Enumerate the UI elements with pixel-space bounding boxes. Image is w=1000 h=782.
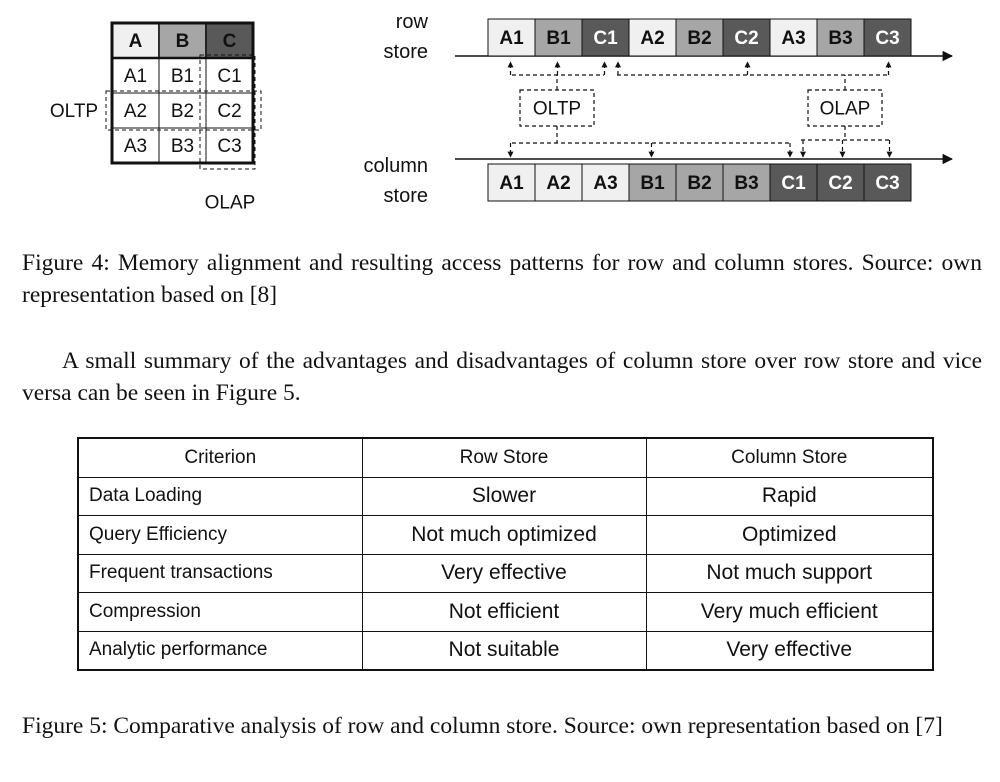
matrix-cell-label: B3 <box>171 136 194 157</box>
cell-column-store: Very effective <box>645 630 934 671</box>
cell-column-store: Optimized <box>645 515 934 555</box>
cell-criterion: Compression <box>77 592 363 632</box>
cell-row-store: Slower <box>361 476 647 516</box>
column-store-cell-label: C1 <box>781 173 806 194</box>
matrix-outer-border <box>110 21 255 165</box>
column-store-cell-label: C3 <box>875 173 899 194</box>
row-store-label-line2: store <box>384 41 428 63</box>
oltp-box-label: OLTP <box>533 99 581 120</box>
row-store-cell <box>816 18 865 57</box>
row-store-cell-label: A1 <box>499 28 524 49</box>
matrix-cell-label: B1 <box>171 66 194 87</box>
access-connectors: OLTP OLAP <box>507 61 893 158</box>
column-store-cell-label: A1 <box>499 173 524 194</box>
olap-box-label: OLAP <box>820 99 871 120</box>
row-store-cell-label: B2 <box>687 28 711 49</box>
matrix-header-label: B <box>176 31 190 52</box>
matrix-cell-label: C3 <box>217 136 241 157</box>
cell-row-store: Not efficient <box>361 592 647 632</box>
olap-column-connector <box>801 126 891 141</box>
matrix-cell-label: A1 <box>124 66 147 87</box>
cell-row-store: Not suitable <box>361 630 647 671</box>
diagram-labels: row store column store <box>364 11 429 207</box>
cell-criterion: Analytic performance <box>77 630 363 671</box>
summary-paragraph-text: A small summary of the advantages and di… <box>22 348 982 406</box>
table-row: Analytic performance Not suitable Very e… <box>77 630 934 671</box>
row-store-cell-label: C1 <box>593 28 618 49</box>
matrix-cell-label: C1 <box>217 66 241 87</box>
matrix-header-label: C <box>223 31 237 52</box>
row-store-cell <box>675 18 724 57</box>
row-store-cell <box>487 18 536 57</box>
cell-criterion: Frequent transactions <box>77 553 363 593</box>
matrix-cell-label: A2 <box>124 101 147 122</box>
header-row-store: Row Store <box>361 437 647 478</box>
row-store-cell <box>863 18 912 57</box>
store-layouts: A1 B1 C1 A2 B2 C2 A3 B3 C3 A1 A2 A3 B1 B2 B3 C1 C2 C3 <box>455 18 954 202</box>
row-store-cell-label: A3 <box>781 28 805 49</box>
cell-row-store: Very effective <box>361 553 647 593</box>
row-store-cell-label: C2 <box>734 28 758 49</box>
comparison-table: Criterion Row Store Column Store Data Lo… <box>77 437 934 671</box>
cell-column-store: Not much support <box>645 553 934 593</box>
row-store-cell-label: C3 <box>875 28 899 49</box>
oltp-row-connector <box>512 74 604 90</box>
figure-5-caption: Figure 5: Comparative analysis of row an… <box>22 713 943 739</box>
cell-criterion: Query Efficiency <box>77 515 363 555</box>
matrix-header-label: A <box>129 31 143 52</box>
figure-4-caption: Figure 4: Memory alignment and resulting… <box>22 250 982 308</box>
row-store-cell-label: A2 <box>640 28 664 49</box>
table-header-row: Criterion Row Store Column Store <box>77 437 934 478</box>
column-store-cell-label: C2 <box>828 173 852 194</box>
cell-criterion: Data Loading <box>77 476 363 516</box>
matrix-cell-label: B2 <box>171 101 194 122</box>
column-store-cell <box>769 163 818 202</box>
matrix-cell <box>158 92 207 129</box>
table-row: Compression Not efficient Very much effi… <box>77 592 934 632</box>
matrix-cell <box>111 127 160 164</box>
column-store-cell <box>487 163 536 202</box>
matrix-cell <box>205 127 254 164</box>
row-store-cell-label: B3 <box>828 28 852 49</box>
column-store-label-line1: column <box>364 155 428 177</box>
row-store-cell <box>769 18 818 57</box>
matrix-cell <box>205 57 254 94</box>
column-store-cell-label: B3 <box>734 173 758 194</box>
column-store-cell-label: B1 <box>640 173 665 194</box>
column-store-cell <box>863 163 912 202</box>
header-column-store: Column Store <box>645 437 934 478</box>
column-store-label-line2: store <box>384 185 428 207</box>
olap-row-connector <box>617 74 888 90</box>
column-store-cell <box>675 163 724 202</box>
matrix-cell-label: C2 <box>217 101 241 122</box>
table-row: Query Efficiency Not much optimized Opti… <box>77 515 934 555</box>
column-store-cell <box>722 163 771 202</box>
matrix-cell-label: A3 <box>124 136 147 157</box>
column-store-cell <box>628 163 677 202</box>
row-store-cell <box>581 18 630 57</box>
column-store-cell-label: A3 <box>593 173 617 194</box>
header-criterion: Criterion <box>77 437 363 478</box>
table-row: Frequent transactions Very effective Not… <box>77 553 934 593</box>
memory-alignment-diagram: A B C A1 B1 C1 A2 B2 C2 A3 B3 C3 OLTP OLAP A1 B1 C1 A2 B2… <box>50 11 954 214</box>
olap-column-highlight <box>199 54 256 170</box>
summary-paragraph: A small summary of the advantages and di… <box>22 345 982 409</box>
row-store-cell-label: B1 <box>546 28 571 49</box>
oltp-column-connector <box>512 126 790 144</box>
table-row: Data Loading Slower Rapid <box>77 476 934 516</box>
cell-column-store: Rapid <box>645 476 934 516</box>
column-store-cell-label: B2 <box>687 173 711 194</box>
row-store-cell <box>534 18 583 57</box>
matrix-oltp-label: OLTP <box>50 101 98 122</box>
column-store-cell-label: A2 <box>546 173 570 194</box>
column-store-cell <box>816 163 865 202</box>
matrix-table: A B C A1 B1 C1 A2 B2 C2 A3 B3 C3 OLTP OLAP <box>50 21 262 214</box>
matrix-olap-label: OLAP <box>205 193 256 214</box>
row-store-cell <box>722 18 771 57</box>
row-store-cell <box>628 18 677 57</box>
cell-row-store: Not much optimized <box>361 515 647 555</box>
oltp-row-highlight <box>105 90 262 131</box>
row-store-label-line1: row <box>396 11 429 33</box>
cell-column-store: Very much efficient <box>645 592 934 632</box>
